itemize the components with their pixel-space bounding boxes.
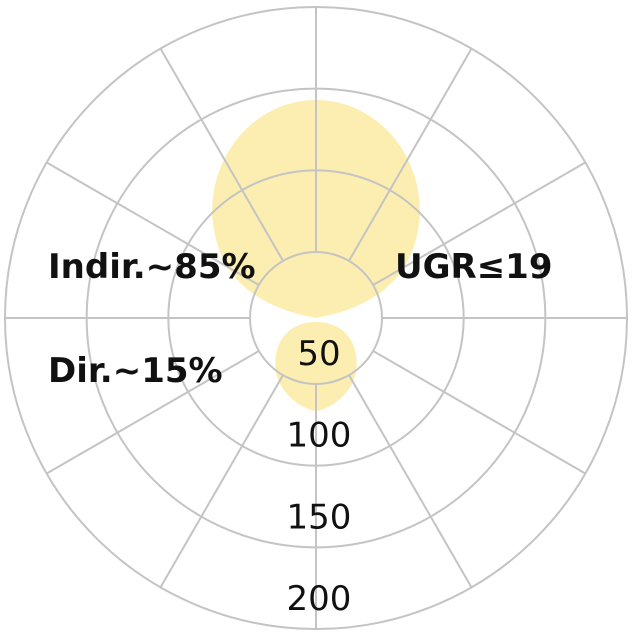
grid-spoke xyxy=(159,374,284,588)
grid-spoke xyxy=(159,48,284,262)
grid-ring xyxy=(85,87,547,549)
radial-tick-label: 150 xyxy=(287,497,352,537)
radial-tick-label: 100 xyxy=(287,416,352,456)
grid-spoke xyxy=(348,48,473,262)
grid-ring xyxy=(249,251,383,385)
annotation-indirect: Indir.~85% xyxy=(48,247,256,287)
direct-lobe xyxy=(275,322,357,411)
grid-spoke xyxy=(372,350,586,475)
annotation-ugr: UGR≤19 xyxy=(395,247,553,287)
radial-tick-label: 50 xyxy=(297,334,340,374)
radial-tick-label: 200 xyxy=(287,579,352,619)
grid-spoke xyxy=(372,161,586,286)
grid-ring xyxy=(4,6,628,630)
annotation-direct: Dir.~15% xyxy=(48,351,223,391)
grid-spoke xyxy=(348,374,473,588)
grid-spoke xyxy=(46,350,260,475)
grid-spoke xyxy=(46,161,260,286)
grid-ring xyxy=(167,169,465,467)
